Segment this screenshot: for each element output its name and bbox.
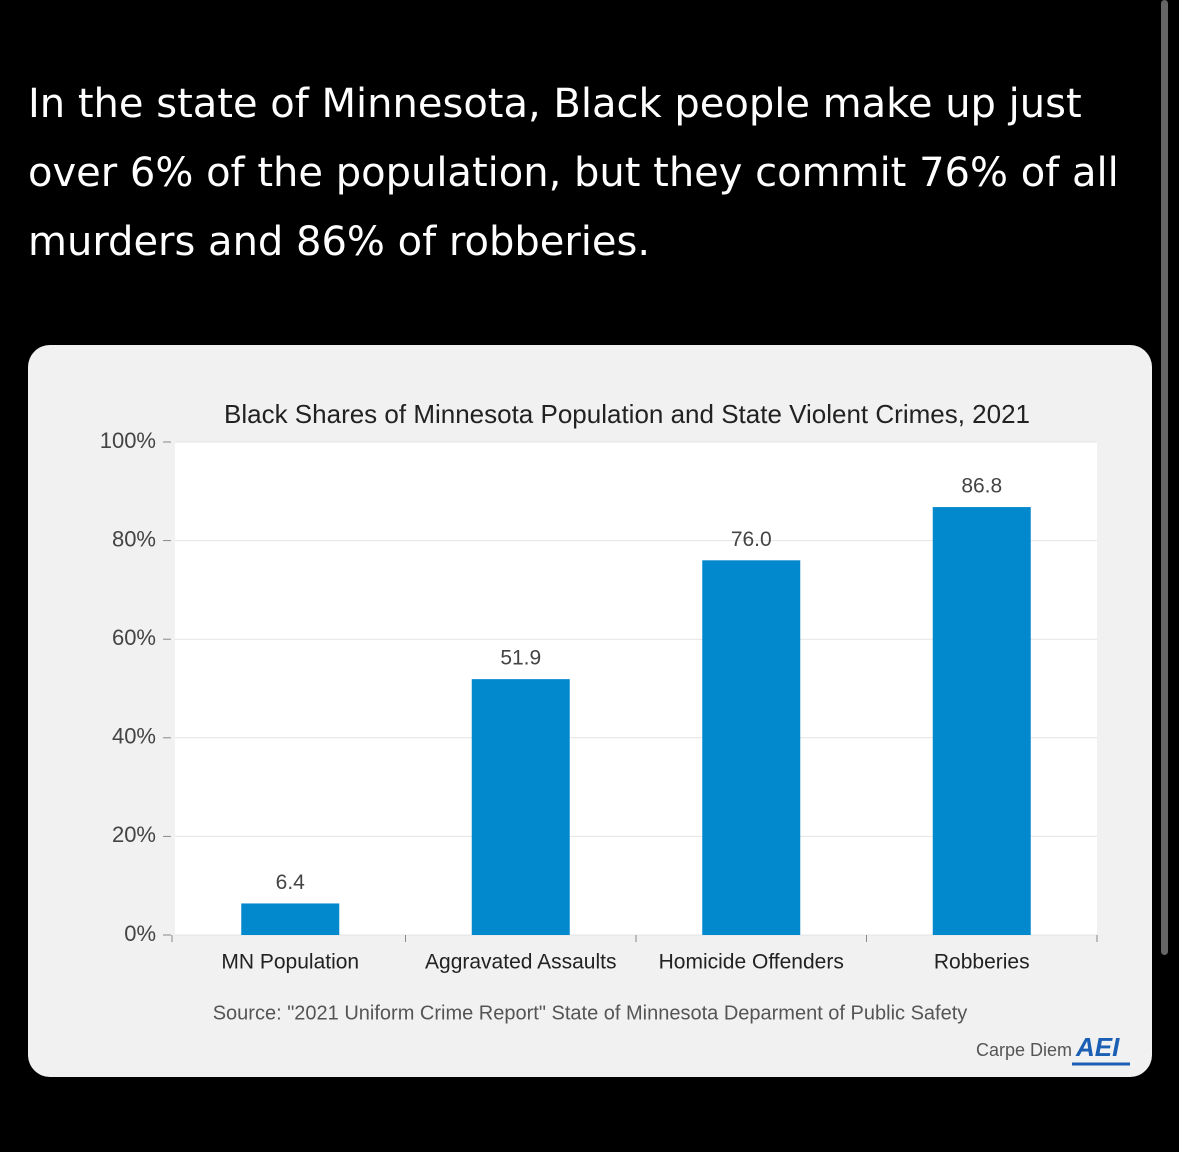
source: Source: "2021 Uniform Crime Report" Stat… bbox=[213, 1002, 968, 1024]
y-tick-label: 60% bbox=[112, 625, 156, 650]
bar bbox=[702, 560, 801, 935]
chart-title: Black Shares of Minnesota Population and… bbox=[224, 399, 1030, 429]
x-tick-label: Aggravated Assaults bbox=[425, 951, 616, 974]
x-tick-label: MN Population bbox=[221, 951, 359, 974]
bar bbox=[932, 507, 1031, 935]
x-tick-label: Robberies bbox=[934, 951, 1030, 974]
y-tick-label: 40% bbox=[112, 724, 156, 749]
data-label: 51.9 bbox=[500, 647, 541, 670]
y-tick-label: 80% bbox=[112, 526, 156, 551]
data-label: 76.0 bbox=[731, 528, 772, 551]
post-text: In the state of Minnesota, Black people … bbox=[28, 81, 1119, 265]
y-tick-label: 100% bbox=[100, 428, 156, 453]
data-label: 6.4 bbox=[276, 871, 306, 894]
bar bbox=[471, 679, 570, 935]
logo: AEI bbox=[1075, 1032, 1120, 1062]
y-tick-label: 0% bbox=[124, 921, 156, 946]
bar bbox=[241, 903, 340, 935]
y-tick-label: 20% bbox=[112, 822, 156, 847]
scrollbar bbox=[1161, 0, 1168, 955]
data-label: 86.8 bbox=[961, 475, 1002, 498]
credit: Carpe Diem bbox=[976, 1040, 1072, 1060]
x-tick-label: Homicide Offenders bbox=[659, 951, 844, 974]
